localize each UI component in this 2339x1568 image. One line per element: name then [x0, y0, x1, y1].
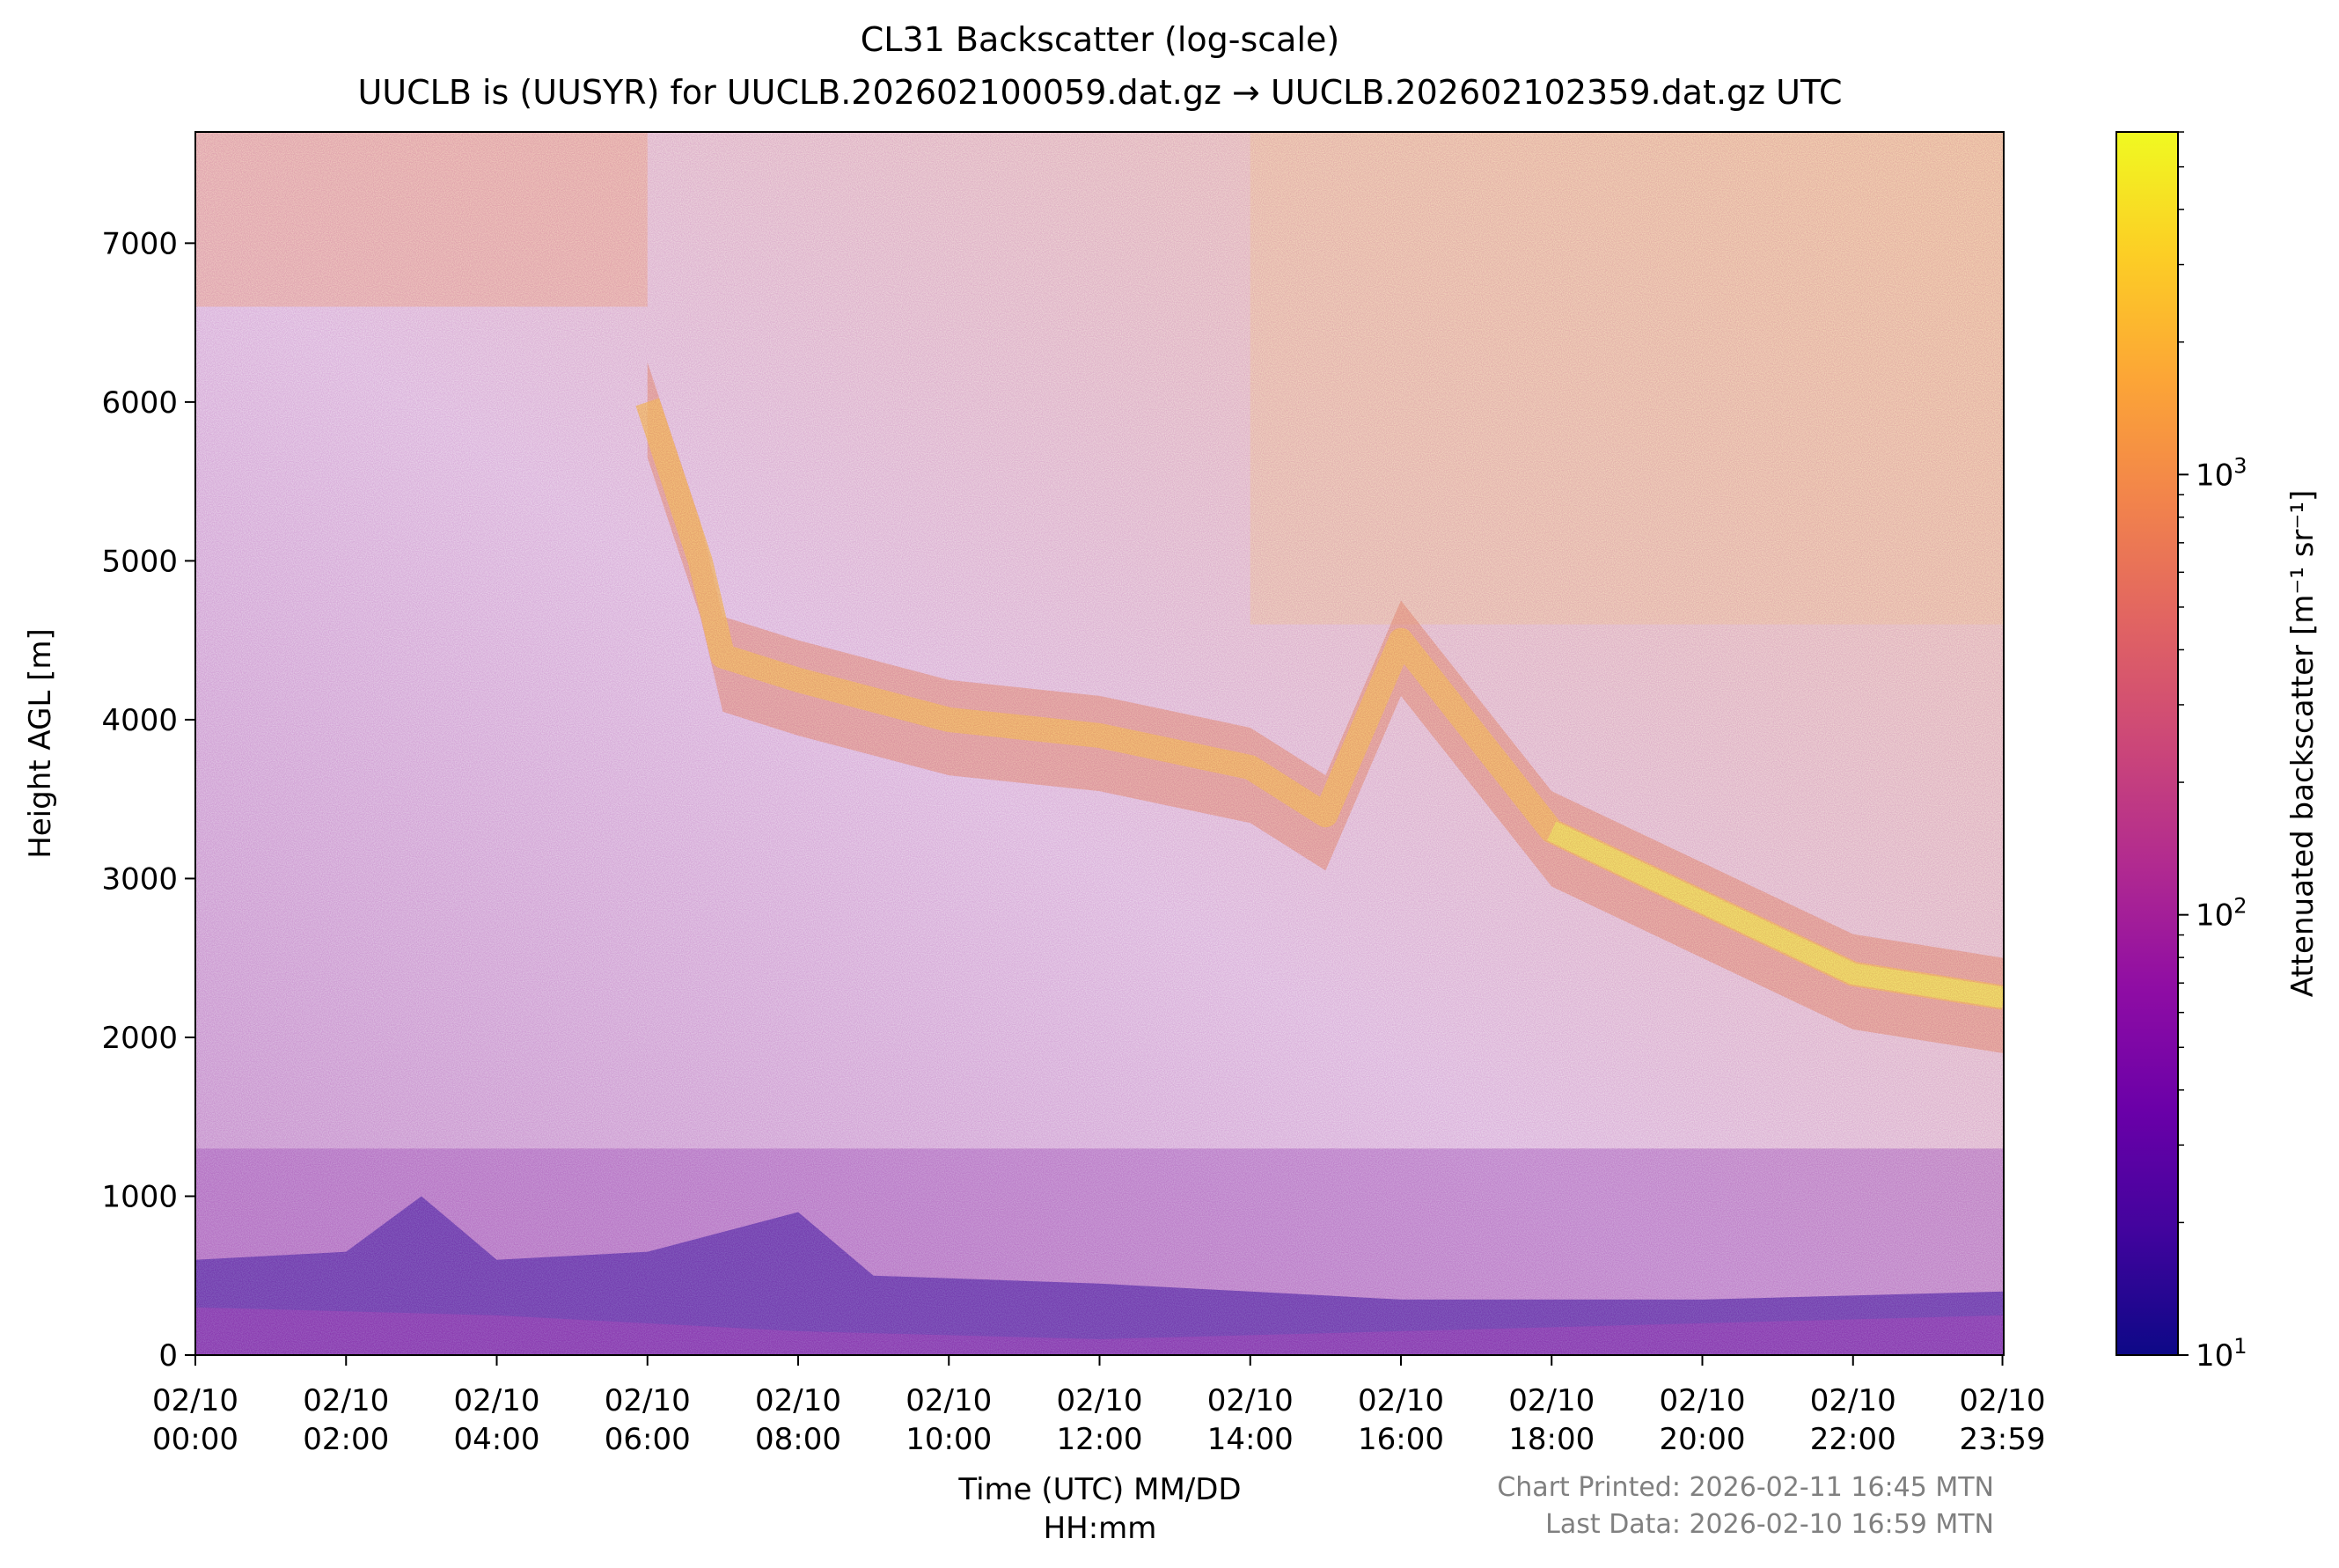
x-tick-label-date: 02/10 — [1207, 1383, 1294, 1418]
x-tick-label-time: 14:00 — [1207, 1422, 1294, 1457]
x-tick-label-time: 18:00 — [1508, 1422, 1595, 1457]
x-tick-label-date: 02/10 — [1810, 1383, 1896, 1418]
x-axis-label-line1: Time (UTC) MM/DD — [957, 1472, 1241, 1507]
y-tick-label: 7000 — [101, 226, 178, 261]
x-tick-label-date: 02/10 — [303, 1383, 389, 1418]
x-tick-label-time: 06:00 — [605, 1422, 691, 1457]
x-axis: 02/10 00:00 02/10 02:00 02/10 04:00 02/10 06:00… — [152, 1355, 2046, 1457]
x-tick-label-time: 12:00 — [1057, 1422, 1143, 1457]
colorbar-tick-label: 102 — [2196, 894, 2247, 934]
y-tick-label: 2000 — [101, 1021, 178, 1056]
x-tick-label-date: 02/10 — [1057, 1383, 1143, 1418]
x-tick-label-time: 04:00 — [454, 1422, 540, 1457]
y-tick-label: 1000 — [101, 1179, 178, 1214]
x-tick-label-time: 22:00 — [1810, 1422, 1896, 1457]
x-tick-label-time: 10:00 — [906, 1422, 992, 1457]
x-tick-label-time: 02:00 — [303, 1422, 389, 1457]
y-tick-label: 0 — [158, 1338, 178, 1374]
colorbar-tick-label: 101 — [2196, 1334, 2247, 1374]
y-axis-label: Height AGL [m] — [23, 628, 58, 859]
x-tick-label-date: 02/10 — [152, 1383, 238, 1418]
x-tick-label-time: 08:00 — [755, 1422, 841, 1457]
y-tick-label: 3000 — [101, 861, 178, 897]
x-tick-label-date: 02/10 — [1508, 1383, 1595, 1418]
x-tick-label-time: 16:00 — [1358, 1422, 1444, 1457]
chart-title: CL31 Backscatter (log-scale) — [861, 20, 1339, 59]
y-tick-label: 4000 — [101, 703, 178, 738]
x-tick-label-time: 20:00 — [1660, 1422, 1746, 1457]
chart-subtitle: UUCLB is (UUSYR) for UUCLB.202602100059.… — [357, 73, 1842, 112]
x-tick-label-date: 02/10 — [454, 1383, 540, 1418]
x-tick-label-date: 02/10 — [906, 1383, 992, 1418]
y-axis: 0 1000 2000 3000 4000 5000 6000 7000 — [101, 226, 195, 1374]
x-tick-label-time: 23:59 — [1960, 1422, 2046, 1457]
x-tick-label-date: 02/10 — [755, 1383, 841, 1418]
y-tick-label: 6000 — [101, 385, 178, 421]
colorbar-axis: 101 102 103 — [2178, 131, 2247, 1374]
x-tick-label-time: 00:00 — [152, 1422, 238, 1457]
colorbar-tick-label: 103 — [2196, 453, 2247, 493]
x-axis-label-line2: HH:mm — [1044, 1511, 1157, 1546]
heatmap-noise — [195, 132, 2004, 1355]
chart-printed-timestamp: Chart Printed: 2026-02-11 16:45 MTN — [1497, 1472, 1994, 1503]
heatmap-area — [195, 132, 2004, 1355]
x-tick-label-date: 02/10 — [605, 1383, 691, 1418]
x-tick-label-date: 02/10 — [1960, 1383, 2046, 1418]
x-tick-label-date: 02/10 — [1660, 1383, 1746, 1418]
x-tick-label-date: 02/10 — [1358, 1383, 1444, 1418]
colorbar-label: Attenuated backscatter [m⁻¹ sr⁻¹] — [2285, 490, 2321, 998]
y-tick-label: 5000 — [101, 544, 178, 579]
colorbar — [2115, 131, 2179, 1356]
last-data-timestamp: Last Data: 2026-02-10 16:59 MTN — [1545, 1509, 1994, 1540]
